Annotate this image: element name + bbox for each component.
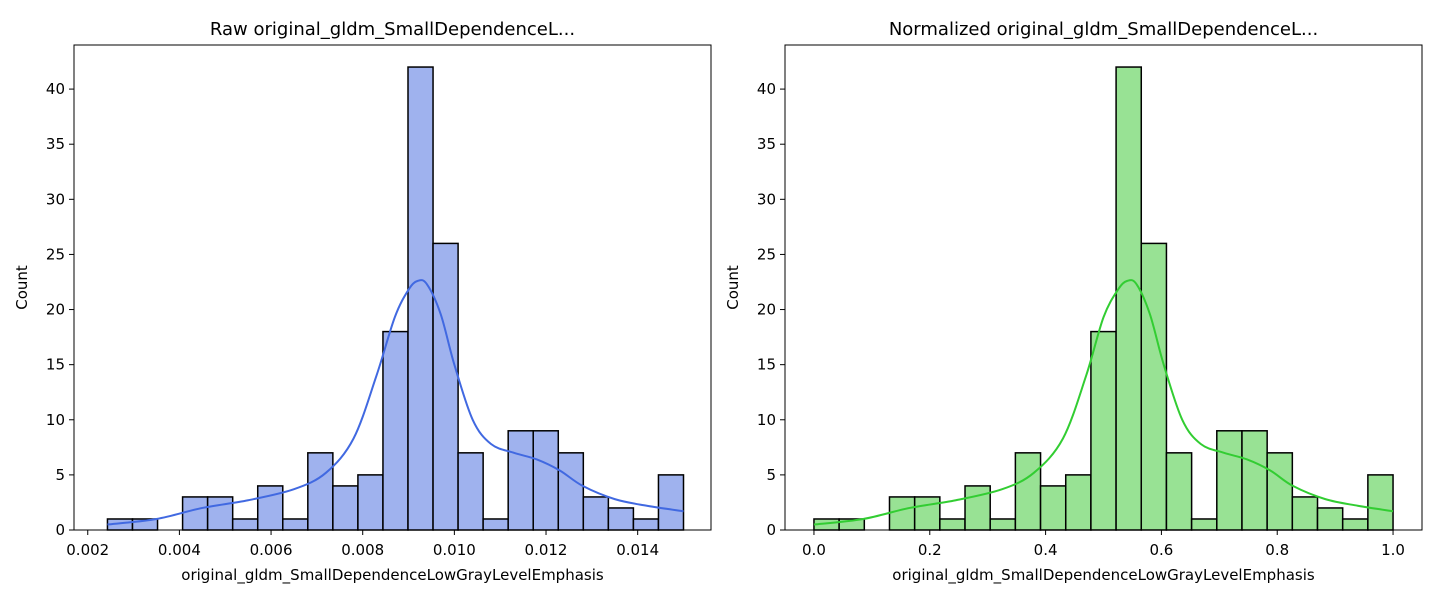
y-tick-label: 35	[757, 135, 776, 153]
y-axis-label: Count	[13, 265, 31, 310]
histogram-bar	[1064, 474, 1092, 531]
histogram-bar	[482, 518, 509, 531]
kde-curve	[813, 279, 1394, 526]
x-axis-label: original_gldm_SmallDependenceLowGrayLeve…	[181, 566, 604, 585]
y-tick-label: 10	[46, 411, 65, 429]
histogram-bar	[382, 330, 409, 531]
y-tick-label: 15	[46, 356, 65, 374]
histogram-bar	[231, 518, 259, 531]
x-tick-label: 0.8	[1265, 541, 1289, 559]
histogram-bar	[1316, 507, 1344, 531]
histogram-bar	[432, 242, 459, 531]
histogram-bar	[657, 474, 685, 531]
x-tick-label: 0.0	[802, 541, 826, 559]
y-tick-label: 0	[55, 521, 65, 539]
histogram-bar	[1014, 452, 1042, 531]
y-tick-label: 5	[766, 466, 776, 484]
y-tick-label: 40	[46, 80, 65, 98]
histogram-bar	[632, 518, 660, 531]
histogram-bar	[607, 507, 635, 531]
histogram-bar	[407, 66, 434, 531]
chart-panel-1: 0 5 10 15 20 25 30 35 40 0.002 0.004 0.006 0.008 0.01…	[13, 19, 712, 585]
x-tick-label: 1.0	[1381, 541, 1405, 559]
histogram-bar	[181, 496, 209, 531]
x-tick-label: 0.002	[66, 541, 109, 559]
y-tick-label: 5	[55, 466, 65, 484]
y-tick-label: 30	[46, 190, 65, 208]
y-axis-label: Count	[724, 265, 742, 310]
x-tick-label: 0.4	[1034, 541, 1058, 559]
x-tick-label: 0.004	[158, 541, 201, 559]
y-tick-label: 35	[46, 135, 65, 153]
x-tick-label: 0.2	[918, 541, 942, 559]
histogram-bar	[888, 496, 916, 531]
plot-frame	[73, 44, 712, 531]
histogram-bar	[1216, 430, 1243, 531]
histogram-bar	[1115, 66, 1143, 531]
histogram-bar	[282, 518, 309, 531]
histogram-bar	[913, 496, 941, 531]
histogram-bar	[357, 474, 384, 531]
histogram-bar	[939, 518, 966, 531]
y-tick-label: 30	[757, 190, 776, 208]
histogram-bar	[1165, 452, 1193, 531]
histogram-bar	[1367, 474, 1394, 531]
histogram-bar	[457, 452, 484, 531]
histogram-bar	[1140, 242, 1168, 531]
y-tick-label: 25	[46, 245, 65, 263]
y-tick-label: 40	[757, 80, 776, 98]
histogram-bar	[1266, 452, 1294, 531]
x-tick-label: 0.010	[433, 541, 476, 559]
kde-curve	[107, 279, 684, 526]
histogram-bar	[307, 452, 334, 531]
x-tick-label: 0.6	[1149, 541, 1173, 559]
x-tick-label: 0.012	[525, 541, 568, 559]
y-tick-label: 25	[757, 245, 776, 263]
y-tick-label: 20	[46, 301, 65, 319]
histogram-bar	[964, 485, 991, 531]
chart-title: Normalized original_gldm_SmallDependence…	[889, 19, 1318, 40]
y-tick-label: 15	[757, 356, 776, 374]
y-tick-label: 10	[757, 411, 776, 429]
chart-title: Raw original_gldm_SmallDependenceL...	[210, 19, 575, 40]
x-tick-label: 0.006	[250, 541, 293, 559]
histogram-bar	[1039, 485, 1067, 531]
y-tick-label: 20	[757, 301, 776, 319]
histogram-bar	[557, 452, 585, 531]
histogram-bar	[1241, 430, 1268, 531]
histogram-bar	[507, 430, 534, 531]
x-axis-label: original_gldm_SmallDependenceLowGrayLeve…	[892, 566, 1315, 585]
histogram-bar	[332, 485, 359, 531]
y-tick-label: 0	[766, 521, 776, 539]
histogram-bar	[1090, 330, 1117, 531]
x-tick-label: 0.008	[341, 541, 384, 559]
plot-frame	[784, 44, 1423, 531]
histogram-bar	[1341, 518, 1369, 531]
histogram-bar	[1190, 518, 1218, 531]
x-tick-label: 0.014	[616, 541, 659, 559]
histogram-bar	[582, 496, 610, 531]
histogram-bar	[206, 496, 234, 531]
histogram-bar	[1291, 496, 1319, 531]
histogram-bar	[532, 430, 560, 531]
histogram-bar	[989, 518, 1017, 531]
chart-panel-2: 0 5 10 15 20 25 30 35 40 0.0 0.2 0.4 0.6 0.8 1.0 Normal…	[724, 19, 1423, 585]
